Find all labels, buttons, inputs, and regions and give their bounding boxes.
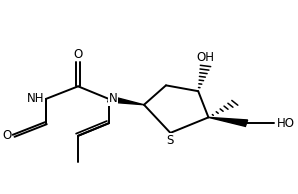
Polygon shape — [208, 117, 248, 126]
Text: NH: NH — [27, 92, 44, 106]
Text: N: N — [109, 92, 118, 106]
Text: O: O — [2, 129, 12, 142]
Text: O: O — [74, 48, 83, 61]
Text: HO: HO — [277, 117, 294, 130]
Text: OH: OH — [196, 51, 215, 64]
Polygon shape — [108, 96, 144, 105]
Text: S: S — [167, 134, 174, 147]
